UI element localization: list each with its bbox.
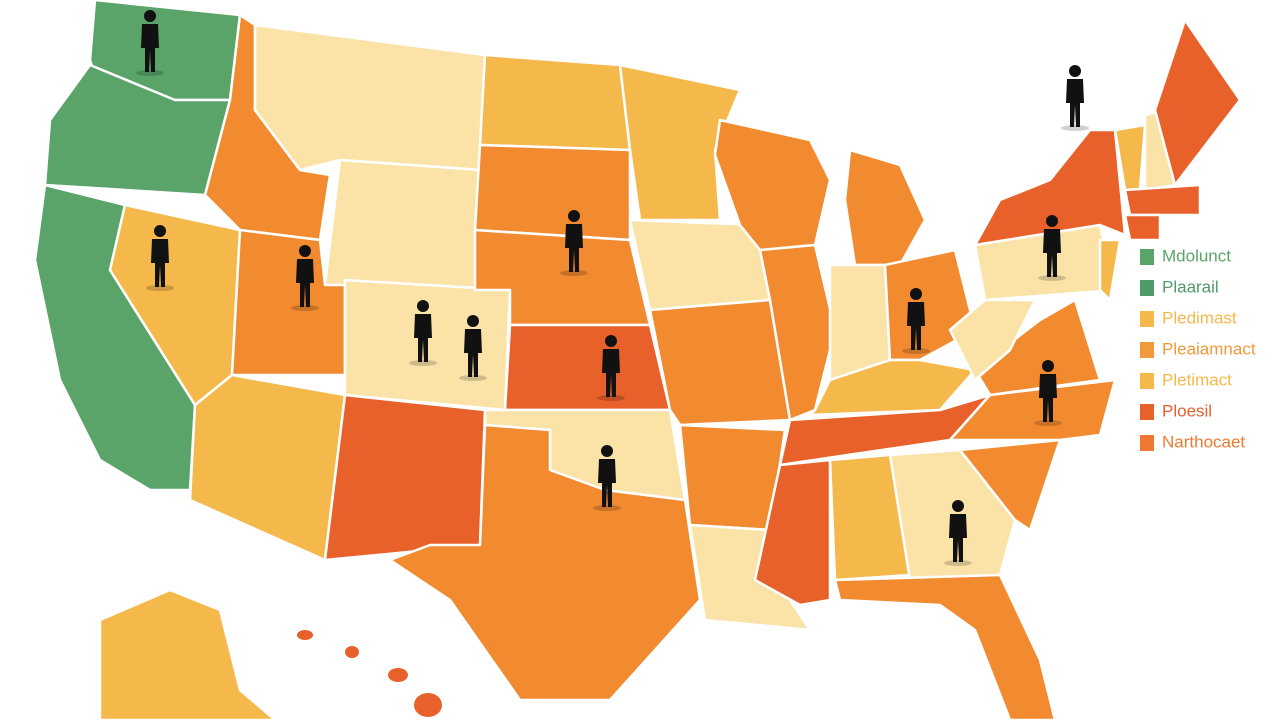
hawaii-island	[414, 693, 442, 717]
state	[618, 63, 742, 222]
person-head	[910, 288, 922, 300]
state	[1123, 183, 1202, 217]
person-icon	[1038, 215, 1066, 281]
person-shadow	[902, 348, 930, 354]
person-body	[1039, 374, 1057, 422]
person-shadow	[136, 70, 164, 76]
legend-swatch	[1140, 373, 1154, 389]
legend-swatch	[1140, 435, 1154, 451]
state	[948, 298, 1037, 382]
legend-swatch	[1140, 311, 1154, 327]
state	[958, 438, 1062, 532]
state	[973, 298, 1102, 397]
person-shadow	[1061, 125, 1089, 131]
person-head	[568, 210, 580, 222]
person-shadow	[1034, 420, 1062, 426]
hawaii-island	[297, 630, 313, 640]
person-head	[952, 500, 964, 512]
state	[973, 128, 1127, 247]
legend-swatch	[1140, 404, 1154, 420]
person-body	[949, 514, 967, 562]
person-icon	[560, 210, 588, 276]
person-shadow	[409, 360, 437, 366]
person-icon	[146, 225, 174, 291]
person-body	[565, 224, 583, 272]
person-icon	[409, 300, 437, 366]
hawaii-island	[345, 646, 359, 658]
person-shadow	[1038, 275, 1066, 281]
state	[1123, 213, 1162, 242]
legend-swatch	[1140, 249, 1154, 265]
legend-swatch	[1140, 342, 1154, 358]
person-shadow	[459, 375, 487, 381]
person-head	[1069, 65, 1081, 77]
person-icon	[1034, 360, 1062, 426]
state	[253, 23, 487, 172]
person-head	[1042, 360, 1054, 372]
legend-label: Narthocaet	[1162, 432, 1245, 451]
hawaii-island	[388, 668, 408, 682]
legend-swatch	[1140, 280, 1154, 296]
person-head	[467, 315, 479, 327]
person-head	[1046, 215, 1058, 227]
person-head	[417, 300, 429, 312]
legend-label: Mdolunct	[1162, 246, 1231, 265]
state	[808, 358, 977, 417]
person-icon	[593, 445, 621, 511]
legend: Mdolunct Plaarail Pledimast Pleaiamnact Plet…	[1140, 246, 1256, 451]
legend-label: Pletimact	[1162, 370, 1232, 389]
state	[323, 158, 482, 292]
state	[473, 143, 632, 242]
legend-label: Plaarail	[1162, 277, 1219, 296]
state	[753, 458, 832, 607]
person-body	[598, 459, 616, 507]
person-icon	[597, 335, 625, 401]
state	[478, 53, 632, 152]
person-body	[296, 259, 314, 307]
person-icon	[291, 245, 319, 311]
person-head	[154, 225, 166, 237]
person-icon	[136, 10, 164, 76]
people-icons	[136, 10, 1089, 566]
person-shadow	[146, 285, 174, 291]
state	[323, 393, 487, 562]
person-body	[907, 302, 925, 350]
state	[648, 298, 792, 427]
state	[188, 373, 347, 562]
person-icon	[1061, 65, 1089, 131]
person-head	[605, 335, 617, 347]
person-head	[144, 10, 156, 22]
alaska	[98, 588, 277, 720]
legend-label: Pledimast	[1162, 308, 1237, 327]
person-shadow	[944, 560, 972, 566]
state	[388, 423, 702, 702]
state	[503, 323, 672, 412]
state	[833, 573, 1057, 720]
person-head	[299, 245, 311, 257]
state	[1153, 18, 1242, 187]
person-body	[141, 24, 159, 72]
person-icon	[459, 315, 487, 381]
state	[1098, 238, 1122, 302]
person-body	[464, 329, 482, 377]
person-shadow	[560, 270, 588, 276]
person-body	[414, 314, 432, 362]
person-shadow	[291, 305, 319, 311]
person-head	[601, 445, 613, 457]
person-shadow	[597, 395, 625, 401]
person-icon	[944, 500, 972, 566]
person-icon	[902, 288, 930, 354]
person-body	[1043, 229, 1061, 277]
person-shadow	[593, 505, 621, 511]
state	[688, 523, 812, 632]
legend-label: Ploesil	[1162, 401, 1212, 420]
state	[843, 148, 927, 267]
states	[33, 0, 1242, 720]
legend-label: Pleaiamnact	[1162, 339, 1256, 358]
person-body	[602, 349, 620, 397]
person-body	[1066, 79, 1084, 127]
person-body	[151, 239, 169, 287]
